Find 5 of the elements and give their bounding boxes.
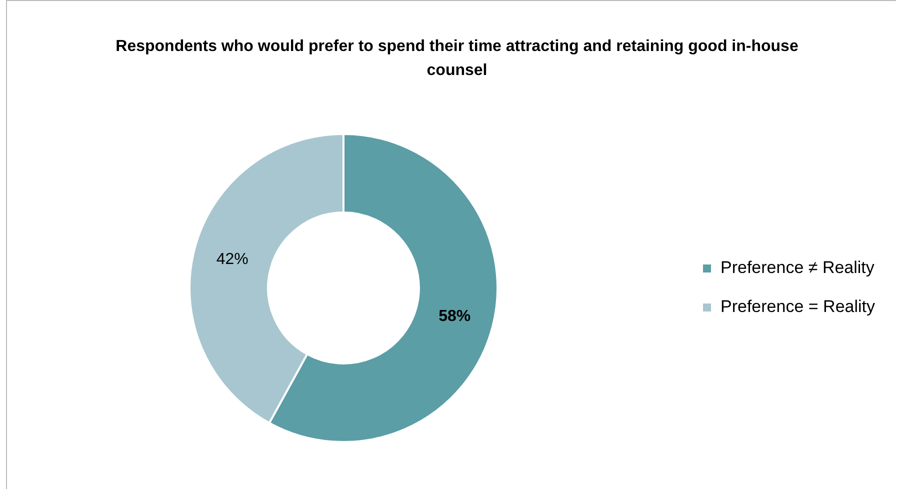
data-label: 42% [216, 250, 248, 268]
chart-title: Respondents who would prefer to spend their time attracting and retaining good in-house counsel [114, 37, 800, 81]
legend-label: Preference = Reality [720, 297, 876, 316]
legend-label: Preference ≠ Reality [720, 258, 875, 278]
data-label: 58% [438, 308, 471, 325]
